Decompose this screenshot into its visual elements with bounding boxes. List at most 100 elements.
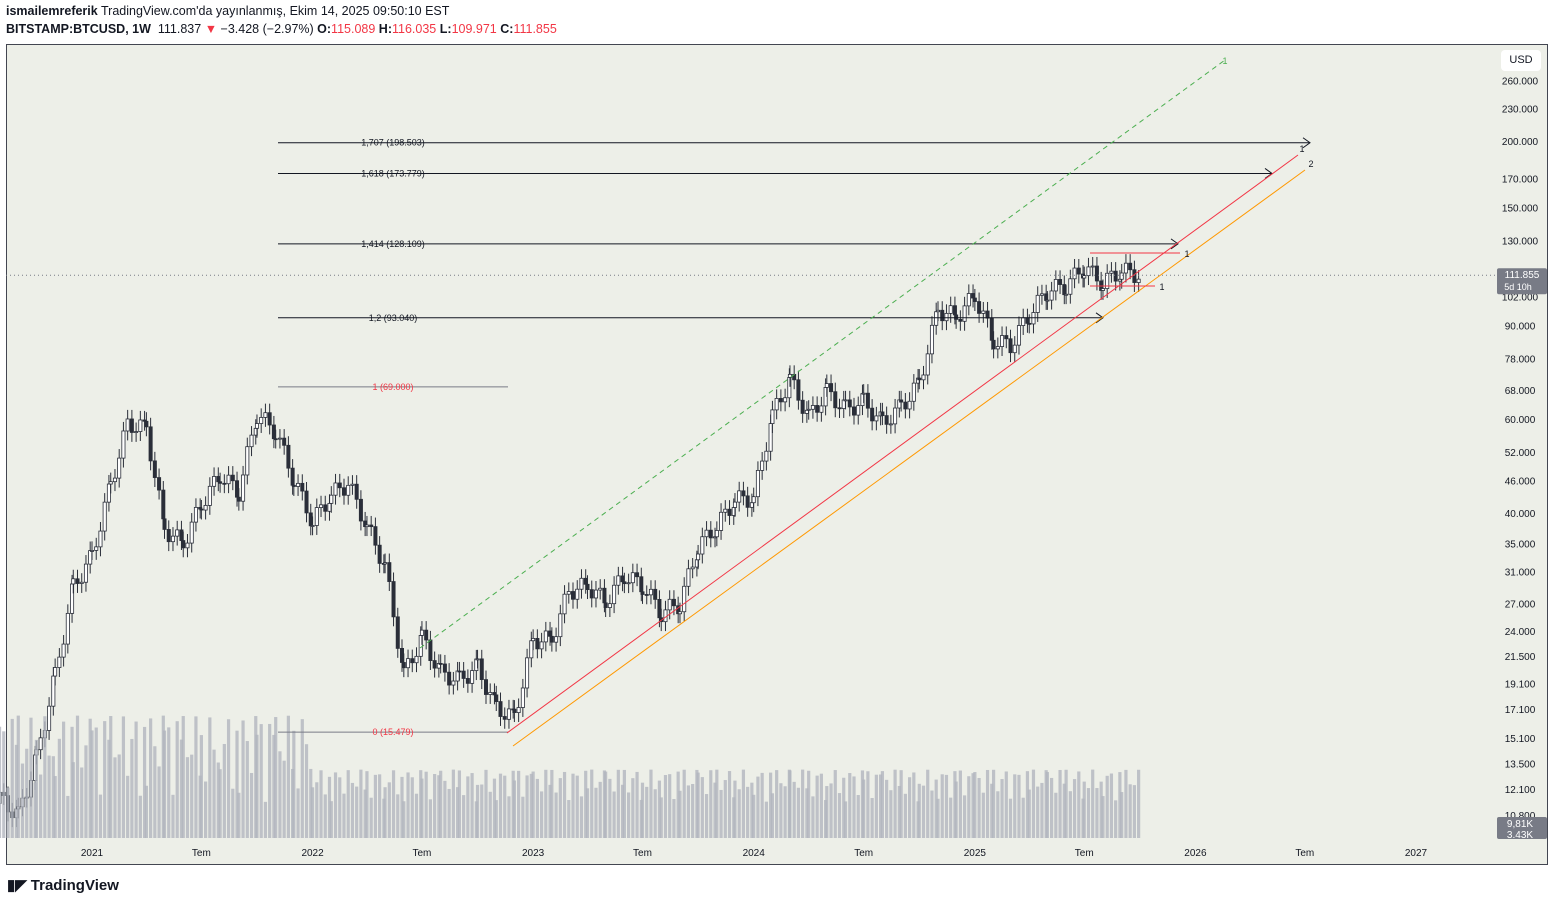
volume-bar <box>571 773 575 838</box>
currency-button[interactable]: USD <box>1501 50 1541 71</box>
x-tick-label: Tem <box>633 848 652 859</box>
volume-bar <box>304 744 309 838</box>
volume-bar <box>973 772 977 838</box>
volume-bar <box>51 756 55 838</box>
candle <box>329 494 334 504</box>
volume-bar <box>107 739 111 838</box>
volume-bar <box>926 769 930 838</box>
candle <box>1128 262 1133 271</box>
change: −3.428 (−2.97%) <box>220 22 314 36</box>
volume-bar <box>406 772 410 838</box>
candle <box>585 583 590 591</box>
candle <box>189 521 194 544</box>
candle <box>494 694 499 702</box>
candle <box>911 382 916 402</box>
volume-bar <box>363 789 367 838</box>
x-tick-label: 2023 <box>522 848 545 859</box>
volume-bar <box>1054 792 1058 838</box>
volume-bar <box>396 794 400 838</box>
volume-bar <box>263 801 268 838</box>
candle <box>457 670 462 673</box>
trendline-orange <box>512 169 1306 747</box>
volume-bar <box>567 800 571 838</box>
volume-bar <box>796 787 801 838</box>
candle <box>653 588 658 600</box>
volume-bar <box>870 797 874 838</box>
candle <box>686 568 691 587</box>
candle <box>455 670 460 682</box>
candle <box>38 737 43 751</box>
candle <box>475 658 480 661</box>
candle <box>1123 262 1128 274</box>
candle <box>648 588 653 596</box>
candle <box>989 317 994 341</box>
candle <box>506 708 511 720</box>
candle <box>884 415 889 425</box>
candle <box>406 658 411 669</box>
volume-bar <box>764 801 768 838</box>
volume-bar <box>14 744 19 838</box>
candle <box>589 589 594 599</box>
candle <box>1058 279 1063 285</box>
volume-bar <box>912 772 916 838</box>
candle <box>907 400 912 410</box>
author[interactable]: ismailemreferik <box>6 4 98 18</box>
volume-bar <box>562 771 567 838</box>
y-tick-label: 60.000 <box>1505 415 1536 426</box>
candle <box>603 602 608 608</box>
volume-bar <box>741 769 746 838</box>
tradingview-logo[interactable]: ▮◤ TradingView <box>7 876 119 895</box>
candle <box>216 476 221 483</box>
candle <box>1132 269 1137 283</box>
candle <box>593 589 598 599</box>
volume-bar <box>492 778 497 838</box>
candle <box>768 423 773 452</box>
candle <box>1049 290 1054 301</box>
candle <box>616 575 621 586</box>
volume-bar <box>1021 797 1025 838</box>
candle <box>719 511 724 531</box>
bar-countdown: 5d 10h <box>1504 282 1532 292</box>
volume-bar <box>949 797 953 838</box>
volume-bar <box>805 788 809 838</box>
symbol[interactable]: BITSTAMP:BTCUSD, 1W <box>6 22 151 36</box>
candle <box>1000 335 1005 347</box>
candle <box>286 444 291 469</box>
volume-bar <box>1137 769 1141 838</box>
down-arrow-icon: ▼ <box>204 22 218 36</box>
volume-bar <box>696 772 700 838</box>
volume-bar <box>34 739 39 838</box>
volume-bar <box>130 738 134 838</box>
candle <box>677 611 682 615</box>
volume-bar <box>862 779 866 838</box>
candle <box>319 504 324 508</box>
volume-bar <box>113 757 117 838</box>
candle <box>1064 293 1069 296</box>
candle <box>732 501 737 508</box>
volume-bar <box>709 770 713 838</box>
candle <box>181 540 186 549</box>
candle <box>470 670 475 684</box>
candle <box>806 408 811 411</box>
volume-bar <box>378 774 382 838</box>
candle <box>333 482 338 496</box>
volume-bar <box>134 721 138 838</box>
volume-bar <box>944 774 949 838</box>
candle <box>981 310 986 314</box>
volume-bar <box>342 793 346 838</box>
volume-bar <box>249 772 254 838</box>
volume-bar <box>222 743 226 838</box>
candle <box>667 598 672 611</box>
candle <box>199 508 204 511</box>
y-tick-label: 15.100 <box>1505 734 1536 745</box>
volume-bar <box>373 774 378 838</box>
y-tick-label: 130.000 <box>1502 237 1539 248</box>
candle <box>774 398 779 411</box>
volume-bar <box>620 784 625 838</box>
volume-bar <box>788 770 792 838</box>
y-tick-label: 150.000 <box>1502 203 1539 214</box>
candle <box>263 412 268 418</box>
volume-bar <box>259 724 263 838</box>
chart-panel[interactable] <box>6 44 1548 865</box>
